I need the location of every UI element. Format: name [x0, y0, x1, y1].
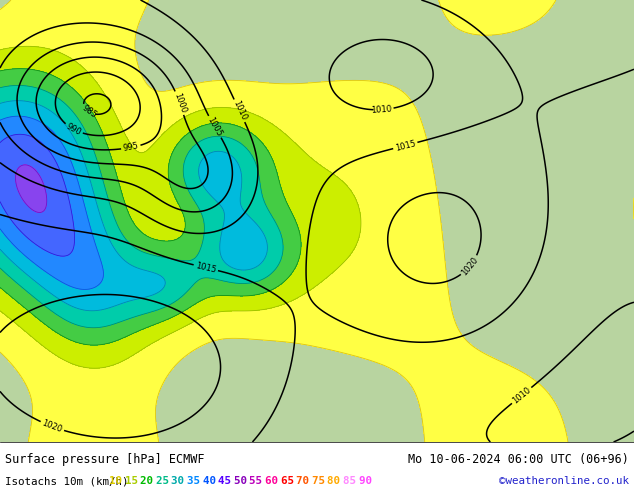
- Text: 1010: 1010: [510, 385, 533, 406]
- Text: 10: 10: [109, 476, 129, 487]
- Text: Surface pressure [hPa] ECMWF: Surface pressure [hPa] ECMWF: [5, 453, 205, 466]
- Text: 85: 85: [343, 476, 363, 487]
- Text: ©weatheronline.co.uk: ©weatheronline.co.uk: [499, 476, 629, 487]
- Text: 55: 55: [249, 476, 269, 487]
- Text: 70: 70: [296, 476, 316, 487]
- Text: Mo 10-06-2024 06:00 UTC (06+96): Mo 10-06-2024 06:00 UTC (06+96): [408, 453, 629, 466]
- Text: 35: 35: [187, 476, 207, 487]
- Text: 995: 995: [122, 142, 139, 153]
- Text: 65: 65: [281, 476, 300, 487]
- Text: 1020: 1020: [460, 255, 480, 277]
- Text: 50: 50: [234, 476, 254, 487]
- Text: 15: 15: [125, 476, 144, 487]
- Text: 30: 30: [171, 476, 191, 487]
- Text: 20: 20: [140, 476, 160, 487]
- Text: 40: 40: [203, 476, 222, 487]
- Text: 990: 990: [65, 122, 83, 137]
- Text: 1015: 1015: [195, 261, 217, 274]
- Text: 60: 60: [265, 476, 285, 487]
- Text: 25: 25: [156, 476, 176, 487]
- Text: 80: 80: [327, 476, 347, 487]
- Text: 90: 90: [359, 476, 378, 487]
- Text: 75: 75: [312, 476, 332, 487]
- Text: 1010: 1010: [231, 99, 248, 122]
- Text: Isotachs 10m (km/h): Isotachs 10m (km/h): [5, 476, 135, 487]
- Text: 1005: 1005: [205, 116, 224, 138]
- Text: 1000: 1000: [172, 92, 188, 115]
- Text: 1010: 1010: [370, 104, 392, 115]
- Text: 1015: 1015: [394, 139, 417, 152]
- Text: 1020: 1020: [41, 418, 63, 435]
- Text: 985: 985: [80, 103, 98, 120]
- Text: 45: 45: [218, 476, 238, 487]
